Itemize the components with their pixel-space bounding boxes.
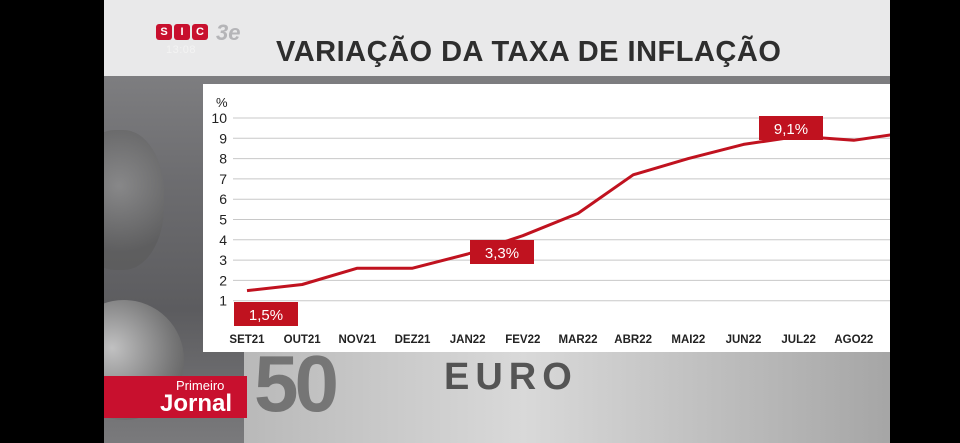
x-tick-label: OUT21 (284, 334, 322, 346)
y-tick-label: 10 (211, 110, 227, 126)
line-chart: % 1 2 3 4 5 6 7 8 9 10 SET21 OUT21 NOV21 DEZ21 JAN22 FEV… (211, 95, 890, 346)
data-label: 1,5% (249, 307, 283, 324)
tv-screen: 50 EURO S I C 3e 13:08 VARIAÇÃO DA TAXA … (104, 0, 890, 443)
x-tick-label: ABR22 (614, 334, 652, 346)
data-label-box (759, 116, 823, 140)
data-label: 9,1% (774, 121, 808, 138)
program-name-line2: Jornal (160, 390, 233, 417)
y-tick-label: 4 (219, 232, 227, 248)
y-tick-label: 6 (219, 191, 227, 207)
data-label-box (470, 240, 534, 264)
chart-panel: % 1 2 3 4 5 6 7 8 9 10 SET21 OUT21 NOV21 DEZ21 JAN22 FEV… (203, 84, 890, 352)
x-tick-label: NOV21 (338, 334, 376, 346)
x-tick-label: AGO22 (834, 334, 873, 346)
x-tick-label: SET21 (229, 334, 265, 346)
y-tick-label: 5 (219, 212, 227, 228)
program-badge (104, 376, 247, 418)
background-banknote (244, 340, 890, 443)
x-tick-label: MAI22 (671, 334, 705, 346)
chart-title: VARIAÇÃO DA TAXA DE INFLAÇÃO (276, 36, 782, 68)
x-tick-label: MAR22 (559, 334, 598, 346)
program-name-line1: Primeiro (176, 378, 225, 393)
background-banknote-text: EURO (444, 356, 578, 398)
data-label-box (234, 302, 298, 326)
background-coin (104, 130, 164, 270)
x-tick-label: FEV22 (505, 334, 540, 346)
channel-3e-logo: 3e (216, 20, 241, 45)
x-tick-label: JUN22 (726, 334, 762, 346)
channel-logo-letter: I (174, 24, 190, 40)
y-tick-label: 2 (219, 272, 227, 288)
background-banknote-denomination: 50 (254, 339, 339, 428)
y-tick-label: 9 (219, 130, 227, 146)
channel-logo-letter: S (156, 24, 172, 40)
x-tick-label: JUL22 (781, 334, 816, 346)
broadcast-clock: 13:08 (166, 44, 197, 56)
title-band (104, 0, 890, 76)
x-tick-label: DEZ21 (395, 334, 431, 346)
data-label: 3,3% (485, 245, 519, 262)
channel-logo-letter: C (192, 24, 208, 40)
y-axis-unit-label: % (216, 95, 228, 110)
x-tick-label: JAN22 (450, 334, 486, 346)
y-tick-label: 3 (219, 252, 227, 268)
series-line (246, 133, 890, 293)
y-tick-label: 7 (219, 171, 227, 187)
channel-logo: S I C (156, 24, 208, 40)
y-tick-label: 1 (219, 293, 227, 309)
y-tick-label: 8 (219, 151, 227, 167)
